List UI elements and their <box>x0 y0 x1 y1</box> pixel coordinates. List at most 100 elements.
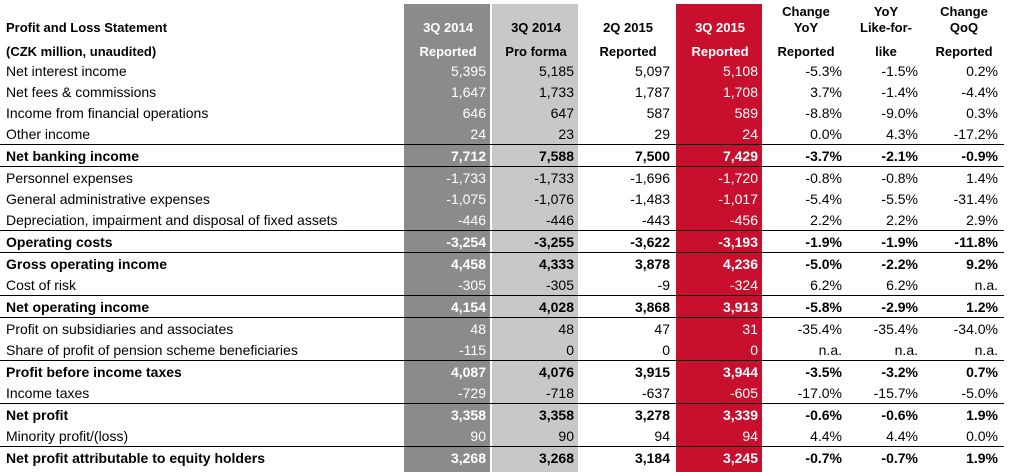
cell-col-4: 1,708 <box>722 83 758 100</box>
cell-col-1: -3,254 <box>404 230 492 253</box>
table-row: Depreciation, impairment and disposal of… <box>0 209 1004 231</box>
table-row: Net interest income 5,395 5,185 5,097 5,108 -… <box>0 60 1004 81</box>
table-row: Income taxes -729 -718 -637 -605 -17.0% -15.7%… <box>0 382 1004 404</box>
cell-col-3: 3,915 <box>580 360 676 382</box>
cell-col-2: -1,076 <box>534 190 574 207</box>
cell-col-1: 3,268 <box>404 446 492 468</box>
cell-col-2: 7,588 <box>492 144 580 167</box>
page-subtitle: (CZK million, unaudited) <box>6 44 157 59</box>
cell-col-4: -456 <box>729 211 758 228</box>
cell-col-5: -17.0% <box>797 384 842 401</box>
cell-col-1: -446 <box>457 211 486 228</box>
cell-col-6: -2.1% <box>848 144 924 167</box>
cell-col-4: -324 <box>729 276 758 293</box>
table-row: Personnel expenses -1,733 -1,733 -1,696 -1,7… <box>0 166 1004 188</box>
table-row: Profit on subsidiaries and associates 48 4… <box>0 317 1004 339</box>
row-label: General administrative expenses <box>6 190 210 207</box>
col-header-6-line1: YoY <box>873 4 899 19</box>
row-label: Personnel expenses <box>0 166 404 188</box>
col-header-7-line2: QoQ <box>949 20 979 35</box>
col-header-5-line2: YoY <box>793 20 819 35</box>
col-header-7-line1-2: Change QoQ <box>924 4 1004 36</box>
cell-col-5: -3.5% <box>764 360 848 382</box>
row-label: Operating costs <box>0 230 404 253</box>
page-title: Profit and Loss Statement <box>6 20 168 35</box>
cell-col-3: 0 <box>662 341 670 358</box>
cell-col-4: 31 <box>676 317 764 339</box>
cell-col-2: 4,333 <box>492 252 580 274</box>
col-header-4-line1: 3Q 2015 <box>695 20 745 35</box>
cell-col-5: -1.9% <box>764 230 848 253</box>
cell-col-7: 1.9% <box>924 403 1004 425</box>
cell-col-2: 4,028 <box>492 295 580 318</box>
table-row: Income from financial operations 646 647 58… <box>0 102 1004 123</box>
cell-col-1: 1,647 <box>450 83 486 100</box>
cell-col-4: -3,193 <box>676 230 764 253</box>
cell-col-3: 3,184 <box>580 446 676 468</box>
row-label: Net banking income <box>0 144 404 167</box>
table-row: Net profit 3,358 3,358 3,278 3,339 -0.6% -0.6%… <box>0 403 1004 425</box>
cell-col-5: -3.7% <box>764 144 848 167</box>
cell-col-6: 4.3% <box>886 125 918 142</box>
cell-col-6: -0.8% <box>848 166 924 188</box>
cell-col-1: 4,458 <box>404 252 492 274</box>
cell-col-2: 5,185 <box>538 62 574 79</box>
table-row: Profit before income taxes 4,087 4,076 3,91… <box>0 360 1004 382</box>
cell-col-7: 1.9% <box>924 446 1004 468</box>
row-label: Profit before income taxes <box>0 360 404 382</box>
row-label: Share of profit of pension scheme benefi… <box>6 341 298 358</box>
cell-col-3: 3,868 <box>580 295 676 318</box>
cell-col-5: -8.8% <box>805 104 842 121</box>
cell-col-6: -5.5% <box>881 190 918 207</box>
cell-col-7: 1.2% <box>924 295 1004 318</box>
cell-col-6: -9.0% <box>881 104 918 121</box>
cell-col-2: 1,733 <box>538 83 574 100</box>
cell-col-7: 0.3% <box>966 104 998 121</box>
col-header-3-line1: 2Q 2015 <box>603 20 653 35</box>
table-row: Operating costs -3,254 -3,255 -3,622 -3,193-… <box>0 230 1004 253</box>
cell-col-2: 647 <box>550 104 574 121</box>
cell-col-3: 3,878 <box>580 252 676 274</box>
cell-col-1: 90 <box>470 427 486 444</box>
cell-col-7: -0.9% <box>924 144 1004 167</box>
cell-col-1: -305 <box>457 276 486 293</box>
col-header-1-line1: 3Q 2014 <box>423 20 473 35</box>
cell-col-6: 4.4% <box>886 427 918 444</box>
col-header-6-line1-2: YoY Like-for- <box>848 4 924 36</box>
cell-col-7: -11.8% <box>924 230 1004 253</box>
cell-col-6: -1.4% <box>881 83 918 100</box>
cell-col-1: -115 <box>459 341 486 358</box>
row-label: Cost of risk <box>6 276 77 293</box>
cell-col-3: -1,483 <box>630 190 670 207</box>
cell-col-1: 646 <box>462 104 486 121</box>
cell-col-3: 1,787 <box>634 83 670 100</box>
table-row: Net profit attributable to equity holder… <box>0 446 1004 468</box>
cell-col-2: -305 <box>545 276 574 293</box>
cell-col-7: 0.0% <box>966 427 998 444</box>
cell-col-1: 4,087 <box>404 360 492 382</box>
col-header-2-line1: 3Q 2014 <box>511 20 561 35</box>
cell-col-3: 587 <box>646 104 670 121</box>
cell-col-2: -718 <box>545 384 574 401</box>
cell-col-5: 2.2% <box>810 211 842 228</box>
cell-col-3: 7,500 <box>580 144 676 167</box>
cell-col-6: -35.4% <box>848 317 924 339</box>
cell-col-1: 4,154 <box>404 295 492 318</box>
row-label: Depreciation, impairment and disposal of… <box>6 211 338 228</box>
cell-col-2: -1,733 <box>492 166 580 188</box>
row-label: Net profit attributable to equity holder… <box>0 446 404 468</box>
cell-col-6: -15.7% <box>873 384 918 401</box>
cell-col-5: 4.4% <box>810 427 842 444</box>
header-row-2: (CZK million, unaudited) Reported Pro fo… <box>0 36 1004 60</box>
cell-col-5: -5.3% <box>805 62 842 79</box>
cell-col-5: -5.8% <box>764 295 848 318</box>
cell-col-1: 48 <box>404 317 492 339</box>
cell-col-7: -4.4% <box>961 83 998 100</box>
cell-col-6: -1.9% <box>848 230 924 253</box>
cell-col-7: -17.2% <box>953 125 998 142</box>
cell-col-5: 3.7% <box>810 83 842 100</box>
col-header-6-line2: Like-for- <box>860 20 912 35</box>
cell-col-5: -0.8% <box>764 166 848 188</box>
cell-col-5: 0.0% <box>810 125 842 142</box>
cell-col-5: -5.4% <box>805 190 842 207</box>
